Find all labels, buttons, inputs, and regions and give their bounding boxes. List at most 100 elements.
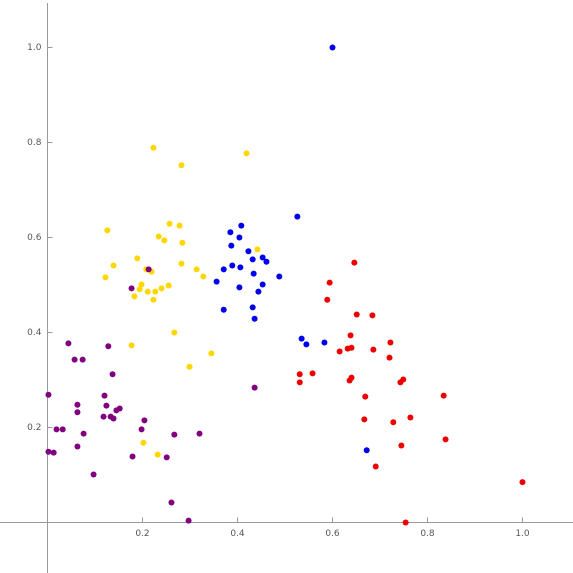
point bbox=[128, 285, 135, 292]
point bbox=[363, 447, 370, 454]
point bbox=[351, 259, 358, 266]
point bbox=[155, 233, 162, 240]
point bbox=[372, 463, 379, 470]
point bbox=[386, 354, 393, 361]
point bbox=[53, 426, 60, 433]
point bbox=[103, 402, 110, 409]
point bbox=[59, 426, 66, 433]
point bbox=[193, 266, 200, 273]
point bbox=[442, 436, 449, 443]
point bbox=[90, 471, 97, 478]
point bbox=[168, 499, 175, 506]
point bbox=[152, 288, 159, 295]
point bbox=[208, 350, 215, 357]
point bbox=[171, 431, 178, 438]
x-tick-label: 0.2 bbox=[135, 529, 149, 539]
point bbox=[220, 266, 227, 273]
point bbox=[294, 213, 301, 220]
point bbox=[249, 304, 256, 311]
point bbox=[110, 415, 117, 422]
point bbox=[65, 340, 72, 347]
point bbox=[276, 273, 283, 280]
point bbox=[45, 448, 52, 455]
point bbox=[145, 266, 152, 273]
point bbox=[158, 285, 165, 292]
point bbox=[150, 296, 157, 303]
x-tick-label: 0.8 bbox=[420, 529, 435, 539]
point bbox=[104, 227, 111, 234]
y-tick-label: 0.2 bbox=[27, 423, 41, 433]
point bbox=[138, 426, 145, 433]
point bbox=[236, 234, 243, 241]
point bbox=[229, 262, 236, 269]
point bbox=[251, 384, 258, 391]
x-tick-label: 1.0 bbox=[515, 529, 530, 539]
point bbox=[176, 222, 183, 229]
point bbox=[347, 332, 354, 339]
point bbox=[141, 417, 148, 424]
point bbox=[398, 442, 405, 449]
point bbox=[227, 229, 234, 236]
point bbox=[236, 284, 243, 291]
point bbox=[138, 281, 145, 288]
x-tick-label: 0.4 bbox=[230, 529, 245, 539]
point bbox=[296, 371, 303, 378]
point bbox=[134, 255, 141, 262]
point bbox=[131, 293, 138, 300]
point bbox=[74, 409, 81, 416]
point bbox=[238, 222, 245, 229]
point bbox=[249, 256, 256, 263]
point bbox=[163, 454, 170, 461]
point bbox=[296, 379, 303, 386]
point bbox=[200, 273, 207, 280]
point bbox=[50, 449, 57, 456]
point bbox=[171, 329, 178, 336]
point bbox=[113, 407, 120, 414]
point bbox=[298, 335, 305, 342]
point bbox=[387, 339, 394, 346]
point bbox=[250, 270, 257, 277]
point bbox=[397, 379, 404, 386]
point bbox=[178, 260, 185, 267]
point bbox=[370, 346, 377, 353]
point bbox=[185, 517, 192, 524]
point bbox=[255, 288, 262, 295]
point bbox=[519, 479, 526, 486]
point bbox=[228, 242, 235, 249]
point bbox=[102, 274, 109, 281]
y-tick-label: 0.4 bbox=[27, 328, 42, 338]
point bbox=[80, 430, 87, 437]
point bbox=[161, 237, 168, 244]
point bbox=[390, 419, 397, 426]
x-tick-label: 0.6 bbox=[325, 529, 340, 539]
point bbox=[196, 430, 203, 437]
point bbox=[150, 144, 157, 151]
point bbox=[101, 392, 108, 399]
point bbox=[136, 286, 143, 293]
y-tick-label: 0.6 bbox=[27, 233, 42, 243]
point bbox=[251, 315, 258, 322]
point bbox=[336, 348, 343, 355]
point bbox=[237, 264, 244, 271]
point bbox=[166, 220, 173, 227]
point bbox=[353, 311, 360, 318]
point bbox=[321, 339, 328, 346]
point bbox=[144, 288, 151, 295]
point bbox=[324, 296, 331, 303]
point bbox=[362, 393, 369, 400]
point bbox=[154, 451, 161, 458]
point bbox=[243, 150, 250, 157]
point bbox=[110, 262, 117, 269]
point bbox=[79, 356, 86, 363]
point bbox=[74, 401, 81, 408]
point bbox=[140, 439, 147, 446]
point bbox=[109, 371, 116, 378]
point bbox=[348, 344, 355, 351]
point bbox=[263, 258, 270, 265]
point bbox=[178, 162, 185, 169]
point bbox=[129, 453, 136, 460]
point bbox=[179, 239, 186, 246]
point bbox=[402, 519, 409, 526]
point bbox=[254, 246, 261, 253]
